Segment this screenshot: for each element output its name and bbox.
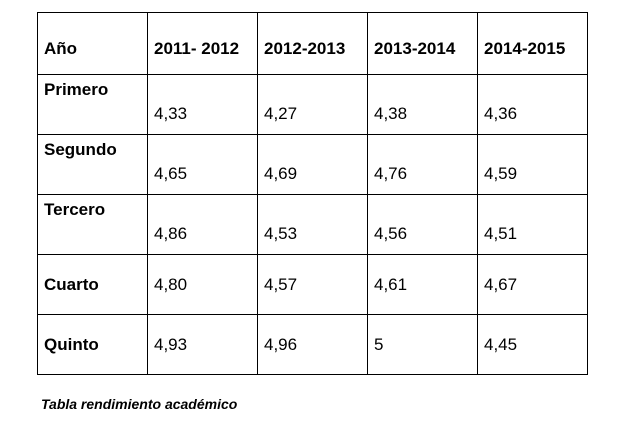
row-label: Segundo xyxy=(37,134,148,195)
table-cell: 4,93 xyxy=(147,314,258,375)
table-cell: 4,80 xyxy=(147,254,258,315)
table-cell: 4,27 xyxy=(257,74,368,135)
table-cell: 4,96 xyxy=(257,314,368,375)
header-cell-year: Año xyxy=(37,12,148,75)
table-cell: 4,57 xyxy=(257,254,368,315)
row-label: Primero xyxy=(37,74,148,135)
table-cell: 4,69 xyxy=(257,134,368,195)
table-row-segundo: Segundo 4,65 4,69 4,76 4,59 xyxy=(37,134,588,195)
table-cell: 4,53 xyxy=(257,194,368,255)
table-cell: 4,59 xyxy=(477,134,588,195)
table-row-quinto: Quinto 4,93 4,96 5 4,45 xyxy=(37,314,588,375)
row-label: Tercero xyxy=(37,194,148,255)
table-cell: 4,36 xyxy=(477,74,588,135)
header-cell-2012-2013: 2012-2013 xyxy=(257,12,368,75)
table-cell: 4,65 xyxy=(147,134,258,195)
header-cell-2011-2012: 2011- 2012 xyxy=(147,12,258,75)
table-cell: 4,45 xyxy=(477,314,588,375)
table-cell: 5 xyxy=(367,314,478,375)
academic-performance-table-container: Año 2011- 2012 2012-2013 2013-2014 2014-… xyxy=(37,12,588,375)
table-row-cuarto: Cuarto 4,80 4,57 4,61 4,67 xyxy=(37,254,588,315)
table-cell: 4,33 xyxy=(147,74,258,135)
table-header-row: Año 2011- 2012 2012-2013 2013-2014 2014-… xyxy=(37,12,588,75)
header-cell-2014-2015: 2014-2015 xyxy=(477,12,588,75)
header-cell-2013-2014: 2013-2014 xyxy=(367,12,478,75)
table-caption: Tabla rendimiento académico xyxy=(41,396,238,412)
academic-performance-table: Año 2011- 2012 2012-2013 2013-2014 2014-… xyxy=(37,12,588,375)
table-cell: 4,56 xyxy=(367,194,478,255)
table-cell: 4,61 xyxy=(367,254,478,315)
table-cell: 4,38 xyxy=(367,74,478,135)
table-cell: 4,76 xyxy=(367,134,478,195)
table-row-primero: Primero 4,33 4,27 4,38 4,36 xyxy=(37,74,588,135)
table-cell: 4,86 xyxy=(147,194,258,255)
table-cell: 4,67 xyxy=(477,254,588,315)
table-row-tercero: Tercero 4,86 4,53 4,56 4,51 xyxy=(37,194,588,255)
row-label: Quinto xyxy=(37,314,148,375)
table-cell: 4,51 xyxy=(477,194,588,255)
row-label: Cuarto xyxy=(37,254,148,315)
